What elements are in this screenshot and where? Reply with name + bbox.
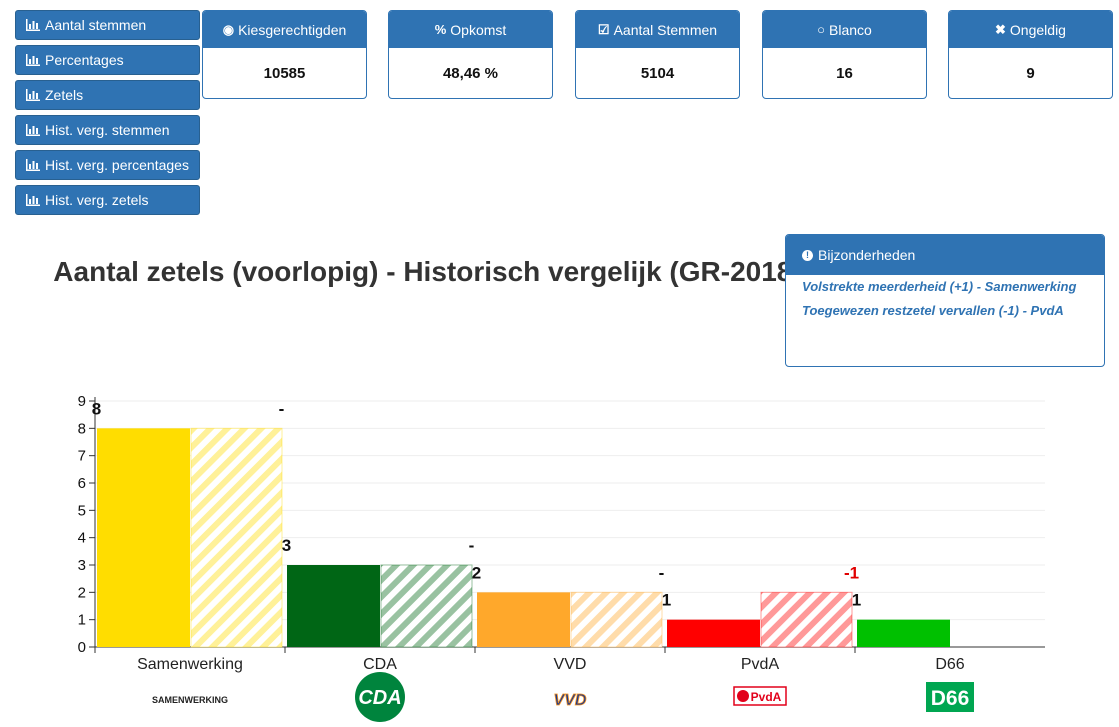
- y-tick-label: 5: [78, 502, 86, 519]
- nav-hist-zetels-button[interactable]: Hist. verg. zetels: [15, 185, 200, 215]
- stat-header: ○ Blanco: [763, 11, 926, 48]
- stat-opkomst: % Opkomst 48,46 %: [388, 10, 553, 99]
- hist-bar: [190, 427, 283, 648]
- bar: [667, 619, 760, 647]
- stat-value: 16: [836, 64, 853, 82]
- stat-label: Ongeldig: [1009, 21, 1066, 38]
- info-header: ! Bijzonderheden: [786, 235, 1104, 275]
- bar-chart-icon: [26, 54, 40, 66]
- category-label: PvdA: [741, 656, 780, 673]
- bar-value-label: 1: [852, 591, 861, 610]
- y-tick-label: 6: [78, 475, 86, 492]
- stat-header: ✖ Ongeldig: [949, 11, 1112, 48]
- cda-logo: [355, 672, 405, 722]
- nav-label: Hist. verg. zetels: [45, 192, 149, 208]
- samenwerking-logo: SAMENWERKING: [152, 695, 228, 705]
- stat-label: Blanco: [829, 21, 872, 38]
- times-icon: ✖: [995, 21, 1006, 37]
- y-tick-label: 0: [78, 639, 86, 656]
- logo-text: PvdA: [751, 690, 782, 704]
- check-square-icon: ☑: [597, 21, 610, 37]
- diff-label: -1: [844, 563, 859, 582]
- bar-value-label: 8: [92, 399, 101, 418]
- category-label: VVD: [554, 656, 587, 673]
- circle-icon: ○: [817, 22, 826, 37]
- bar: [287, 565, 380, 647]
- stat-value: 48,46 %: [442, 64, 499, 82]
- nav-label: Aantal stemmen: [45, 17, 147, 33]
- bar: [857, 619, 950, 647]
- bar-chart-icon: [26, 194, 40, 206]
- stat-ongeldig: ✖ Ongeldig 9: [948, 10, 1113, 99]
- hist-bar: [760, 591, 853, 648]
- nav-label: Percentages: [45, 52, 124, 68]
- logo-text: D66: [931, 687, 970, 710]
- percent-icon: %: [434, 22, 447, 37]
- stat-header: ◉ Kiesgerechtigden: [203, 11, 366, 48]
- stat-label: Opkomst: [450, 21, 507, 38]
- y-tick-label: 8: [78, 420, 86, 437]
- nav-hist-stemmen-button[interactable]: Hist. verg. stemmen: [15, 115, 200, 145]
- stat-value: 9: [1026, 64, 1035, 82]
- diff-label: -: [659, 563, 665, 582]
- exclamation-circle-icon: !: [802, 249, 813, 261]
- bar-value-label: 3: [282, 536, 291, 555]
- info-line[interactable]: Toegewezen restzetel vervallen (-1) - Pv…: [802, 303, 1064, 318]
- bar: [97, 428, 190, 647]
- category-label: Samenwerking: [137, 656, 243, 673]
- info-title: Bijzonderheden: [818, 247, 916, 263]
- vvd-logo: VVD: [554, 692, 587, 709]
- nav-label: Zetels: [45, 87, 84, 103]
- nav-percentages-button[interactable]: Percentages: [15, 45, 200, 75]
- bar-value-label: 2: [472, 563, 481, 582]
- stat-value: 10585: [263, 64, 306, 82]
- diff-label: -: [469, 536, 475, 555]
- bijzonderheden-panel: ! Bijzonderheden Volstrekte meerderheid (…: [785, 234, 1105, 367]
- hist-bar: [380, 564, 473, 648]
- stat-header: ☑ Aantal Stemmen: [576, 11, 739, 48]
- y-tick-label: 4: [78, 530, 86, 547]
- pvda-logo: [733, 686, 787, 706]
- y-tick-label: 3: [78, 557, 86, 574]
- logo-text: CDA: [358, 687, 401, 709]
- chart-title: Aantal zetels (voorlopig) - Historisch v…: [53, 256, 802, 287]
- bar-chart-icon: [26, 124, 40, 136]
- stat-aantal-stemmen: ☑ Aantal Stemmen 5104: [575, 10, 740, 99]
- category-label: CDA: [363, 656, 397, 673]
- stat-kiesgerechtigden: ◉ Kiesgerechtigden 10585: [202, 10, 367, 99]
- hist-bar: [570, 591, 663, 648]
- bar-chart-icon: [26, 89, 40, 101]
- users-icon: ◉: [222, 21, 235, 37]
- bar-chart-icon: [26, 159, 40, 171]
- y-tick-label: 1: [78, 612, 86, 629]
- bar: [477, 592, 570, 647]
- nav-label: Hist. verg. percentages: [45, 157, 189, 173]
- bar-chart-icon: [26, 19, 40, 31]
- y-tick-label: 9: [78, 393, 86, 410]
- stat-value: 5104: [640, 64, 675, 82]
- diff-label: -: [279, 399, 285, 418]
- nav-aantal-stemmen-button[interactable]: Aantal stemmen: [15, 10, 200, 40]
- d66-logo: [926, 682, 974, 712]
- stat-label: Aantal Stemmen: [613, 21, 718, 38]
- y-tick-label: 2: [78, 584, 86, 601]
- info-line[interactable]: Volstrekte meerderheid (+1) - Samenwerki…: [802, 279, 1077, 294]
- nav-hist-percentages-button[interactable]: Hist. verg. percentages: [15, 150, 200, 180]
- bar-value-label: 1: [662, 591, 671, 610]
- y-tick-label: 7: [78, 448, 86, 465]
- stat-label: Kiesgerechtigden: [238, 21, 347, 38]
- nav-zetels-button[interactable]: Zetels: [15, 80, 200, 110]
- stat-header: % Opkomst: [389, 11, 552, 48]
- stat-blanco: ○ Blanco 16: [762, 10, 927, 99]
- nav-label: Hist. verg. stemmen: [45, 122, 170, 138]
- chart-nav: Aantal stemmen Percentages Zetels Hist. …: [15, 10, 200, 220]
- category-label: D66: [935, 656, 964, 673]
- rose-mark: [737, 690, 749, 702]
